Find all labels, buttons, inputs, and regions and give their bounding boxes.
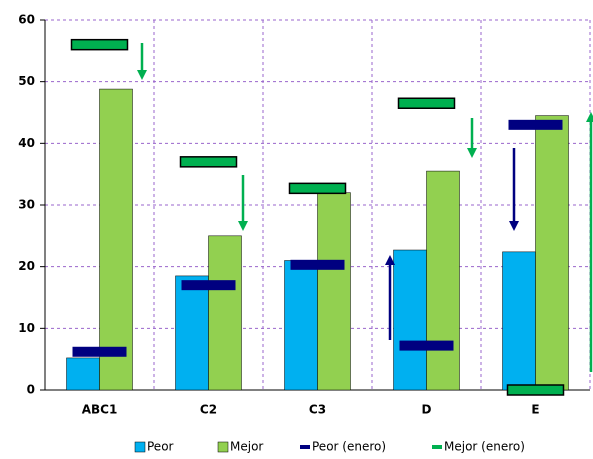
x-tick-label: E [531,403,539,417]
x-tick-label: ABC1 [82,403,118,417]
legend-swatch [134,441,146,453]
y-tick-label: 20 [18,259,35,273]
legend-label: Peor [147,440,174,454]
marker [179,156,238,168]
y-tick-label: 30 [18,198,35,212]
bar [208,235,242,391]
bar [99,88,133,391]
bar [393,249,427,391]
marker [397,97,456,109]
marker [72,346,127,357]
legend-swatch [300,445,310,449]
bar [502,251,536,391]
y-tick-label: 10 [18,321,35,335]
marker [508,119,563,130]
bar [317,192,351,391]
legend-label: Mejor [230,440,263,454]
legend-swatch [217,441,229,453]
marker [290,259,345,270]
y-tick-label: 60 [18,13,35,27]
marker [399,340,454,351]
legend-label: Mejor (enero) [444,440,525,454]
legend-label: Peor (enero) [312,440,386,454]
y-tick-label: 50 [18,74,35,88]
marker [70,38,129,51]
bar [535,115,569,391]
marker [288,182,347,195]
marker [506,384,565,396]
y-tick-label: 40 [18,136,35,150]
bar [66,357,100,391]
bar [284,260,318,391]
x-tick-label: C3 [309,403,326,417]
legend-swatch [432,445,442,449]
bar [175,275,209,391]
marker [181,280,236,291]
arrows [137,43,593,372]
x-tick-label: D [422,403,432,417]
x-tick-label: C2 [200,403,217,417]
bar [426,170,460,391]
y-tick-label: 0 [27,383,35,397]
plot-area: 0 10 20 30 40 50 60 ABC1 C2 C3 D E [18,13,591,417]
